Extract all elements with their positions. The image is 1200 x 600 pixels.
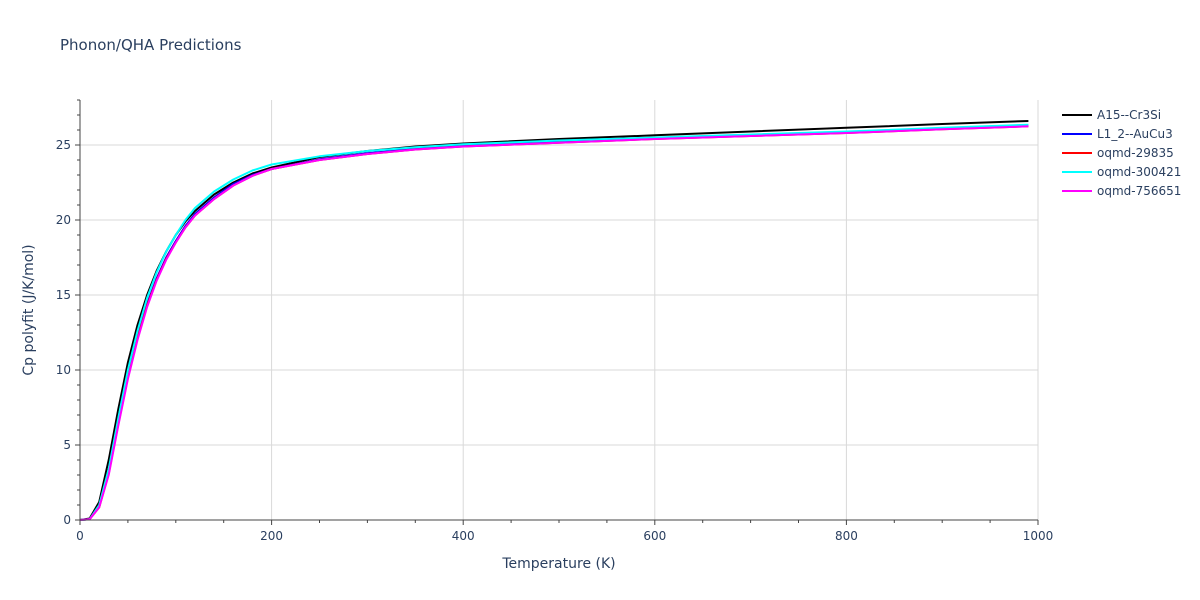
y-tick-label: 5 xyxy=(63,438,71,452)
y-tick-label: 15 xyxy=(56,288,71,302)
legend-label: oqmd-756651 xyxy=(1097,184,1181,198)
series-line-5 xyxy=(79,125,1029,521)
series-line-4 xyxy=(79,123,1029,521)
chart-title: Phonon/QHA Predictions xyxy=(60,36,242,54)
y-tick-label: 10 xyxy=(56,363,71,377)
legend-label: oqmd-29835 xyxy=(1097,146,1174,160)
series-line-2 xyxy=(79,124,1029,521)
legend-label: A15--Cr3Si xyxy=(1097,108,1161,122)
legend: A15--Cr3Si L1_2--AuCu3 oqmd-29835 oqmd-3004… xyxy=(1062,108,1181,198)
x-tick-label: 1000 xyxy=(1023,529,1054,543)
axes-layer xyxy=(79,100,1038,521)
series-layer xyxy=(79,120,1029,521)
ticks-layer: 0 200 400 600 800 1000 0 5 10 15 20 25 xyxy=(56,99,1054,543)
y-tick-label: 25 xyxy=(56,138,71,152)
x-axis-title: Temperature (K) xyxy=(501,556,615,572)
grid-layer xyxy=(80,100,1039,520)
x-tick-label: 400 xyxy=(452,529,475,543)
y-tick-label: 20 xyxy=(56,213,71,227)
x-tick-label: 800 xyxy=(835,529,858,543)
series-line-1 xyxy=(79,120,1029,521)
x-tick-label: 200 xyxy=(260,529,283,543)
x-tick-label: 600 xyxy=(643,529,666,543)
x-tick-label: 0 xyxy=(76,529,84,543)
y-axis-title: Cp polyfit (J/K/mol) xyxy=(21,244,37,375)
legend-label: oqmd-300421 xyxy=(1097,165,1181,179)
y-tick-label: 0 xyxy=(63,513,71,527)
legend-label: L1_2--AuCu3 xyxy=(1097,127,1173,141)
